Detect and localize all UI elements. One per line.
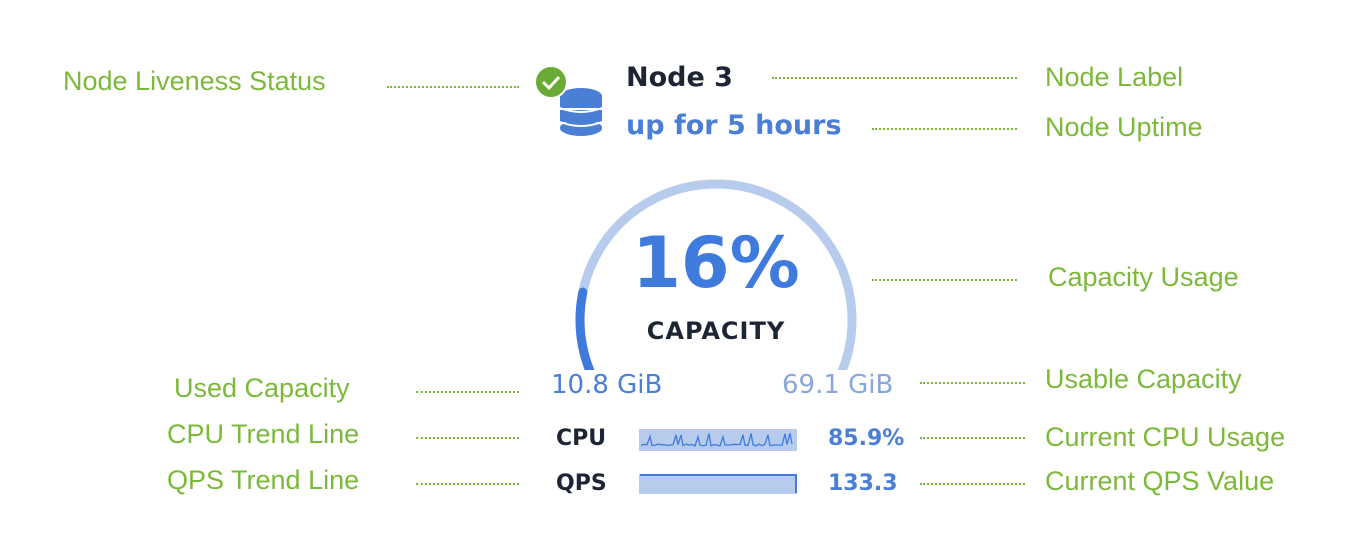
leader-line [920, 382, 1025, 384]
annotation-cpu-trend: CPU Trend Line [167, 419, 359, 450]
node-uptime: up for 5 hours [626, 110, 842, 141]
annotation-liveness: Node Liveness Status [63, 66, 326, 97]
liveness-check-icon [535, 66, 567, 98]
leader-line [920, 483, 1025, 485]
capacity-percent: 16% [616, 222, 816, 304]
qps-label: QPS [556, 471, 607, 496]
database-icon [530, 62, 610, 142]
cpu-trend-line [639, 429, 799, 453]
annotation-qps-current: Current QPS Value [1045, 466, 1274, 497]
leader-line [416, 391, 519, 393]
node-label[interactable]: Node 3 [626, 62, 733, 93]
leader-line [416, 483, 519, 485]
annotation-capacity: Capacity Usage [1048, 262, 1239, 293]
qps-trend-line [639, 472, 799, 496]
annotation-used: Used Capacity [174, 373, 350, 404]
used-capacity: 10.8 GiB [551, 370, 662, 400]
leader-line [920, 437, 1025, 439]
leader-line [772, 77, 1017, 79]
cpu-value: 85.9% [828, 426, 904, 451]
annotation-uptime: Node Uptime [1045, 112, 1203, 143]
annotation-cpu-current: Current CPU Usage [1045, 422, 1285, 453]
leader-line [387, 86, 519, 88]
leader-line [872, 279, 1017, 281]
capacity-label: CAPACITY [616, 317, 816, 345]
qps-value: 133.3 [828, 471, 898, 496]
cpu-label: CPU [556, 426, 606, 451]
annotation-node-label: Node Label [1045, 62, 1183, 93]
usable-capacity: 69.1 GiB [782, 370, 893, 400]
annotation-usable: Usable Capacity [1045, 364, 1242, 395]
leader-line [872, 128, 1017, 130]
gauge-fill [580, 292, 593, 370]
leader-line [416, 437, 519, 439]
annotation-qps-trend: QPS Trend Line [167, 465, 359, 496]
